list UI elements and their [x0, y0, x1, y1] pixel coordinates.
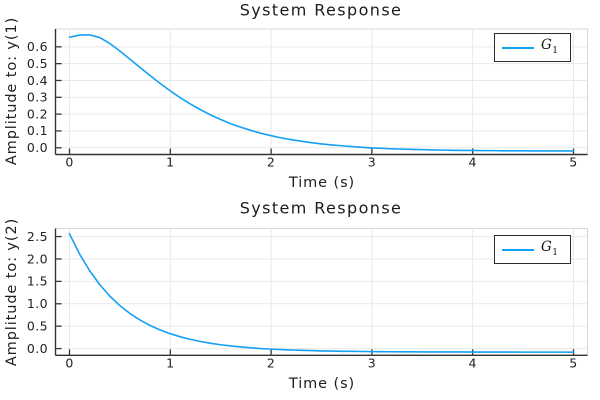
x-tick-label: 4 [469, 155, 477, 170]
x-tick-label: 4 [469, 356, 477, 371]
y-tick-label: 0.0 [27, 341, 48, 356]
y-tick-label: 1.0 [27, 296, 48, 311]
y-tick-label: 0.4 [27, 73, 48, 88]
series-line [68, 34, 575, 152]
x-tick-label: 5 [569, 155, 577, 170]
plot1-y-axis-label: Amplitude to: y(1) [4, 16, 20, 166]
y-tick-label: 2.5 [27, 229, 48, 244]
plot2-y-axis-label: Amplitude to: y(2) [4, 217, 20, 367]
y-tick-label: 1.5 [27, 274, 48, 289]
x-tick-label: 3 [368, 356, 376, 371]
y-tick-label: 0.0 [27, 140, 48, 155]
plot2-legend-label: G1 [541, 239, 559, 258]
plot2-legend-box: G1 [494, 235, 571, 264]
y-tick-label: 0.1 [27, 123, 48, 138]
x-tick-label: 2 [267, 155, 275, 170]
y-tick-label: 0.5 [27, 318, 48, 333]
legend-line-swatch-icon [502, 248, 534, 251]
x-tick-label: 1 [166, 356, 174, 371]
plot1-legend-box: G1 [494, 33, 571, 62]
y-tick-label: 0.3 [27, 90, 48, 105]
y-tick-label: 0.2 [27, 106, 48, 121]
plot1-x-axis-label: Time (s) [288, 175, 356, 191]
x-tick-label: 0 [65, 356, 73, 371]
plot2-title: System Response [239, 198, 403, 218]
y-tick-label: 0.5 [27, 56, 48, 71]
series-line [68, 233, 575, 353]
plot1-legend-label: G1 [541, 37, 559, 56]
x-tick-label: 3 [368, 155, 376, 170]
y-tick-label: 0.6 [27, 39, 48, 54]
x-tick-label: 0 [65, 155, 73, 170]
plot2-x-axis-label: Time (s) [288, 376, 356, 392]
y-tick-label: 2.0 [27, 251, 48, 266]
legend-line-swatch-icon [502, 46, 534, 49]
plot1-title: System Response [239, 0, 403, 20]
x-tick-label: 5 [569, 356, 577, 371]
x-tick-label: 1 [166, 155, 174, 170]
x-tick-label: 2 [267, 356, 275, 371]
